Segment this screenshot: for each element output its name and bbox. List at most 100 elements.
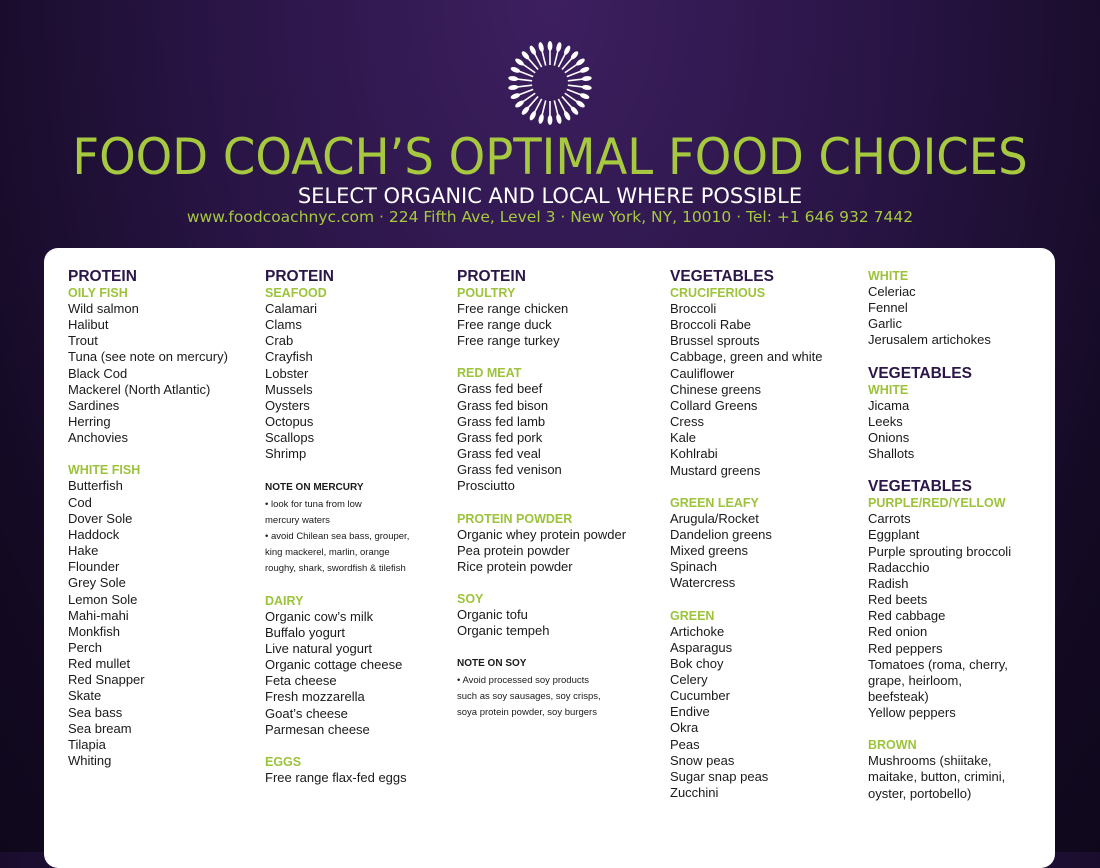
subcategory-heading: GREEN LEAFY bbox=[670, 495, 759, 510]
logo-utensil bbox=[547, 101, 553, 125]
food-item: Peas bbox=[670, 736, 700, 752]
food-item: Free range turkey bbox=[457, 333, 560, 349]
food-item: Red mullet bbox=[68, 656, 131, 672]
food-item: Herring bbox=[68, 414, 111, 430]
food-item: Skate bbox=[68, 688, 102, 704]
logo-utensil bbox=[529, 45, 543, 68]
food-item: Sugar snap peas bbox=[670, 768, 769, 784]
logo-utensil bbox=[567, 76, 592, 82]
subcategory-heading: SEAFOOD bbox=[265, 286, 327, 300]
logo-utensil bbox=[510, 67, 534, 78]
food-item: beefsteak) bbox=[868, 688, 929, 704]
food-item: Cod bbox=[68, 494, 92, 510]
food-item: Artichoke bbox=[670, 623, 725, 639]
food-item: Clams bbox=[265, 317, 302, 333]
food-item: Organic cow’s milk bbox=[265, 608, 374, 624]
section-gap bbox=[68, 446, 258, 462]
food-item: Red cabbage bbox=[868, 608, 946, 624]
food-item: Hake bbox=[68, 543, 99, 559]
subcategory-heading: POULTRY bbox=[457, 286, 516, 300]
section-gap bbox=[265, 463, 450, 479]
food-item: Endive bbox=[670, 704, 710, 720]
food-item: Mushrooms (shiitake, bbox=[868, 753, 992, 769]
logo-utensil bbox=[508, 76, 533, 82]
food-item: Fresh mozzarella bbox=[265, 689, 365, 705]
food-item: Kohlrabi bbox=[670, 446, 718, 462]
logo-utensil bbox=[564, 92, 585, 108]
category-heading: VEGETABLES bbox=[868, 478, 972, 496]
logo-utensil bbox=[521, 95, 539, 115]
note-line: mercury waters bbox=[265, 514, 330, 526]
logo-utensil bbox=[521, 51, 539, 71]
food-item: Perch bbox=[68, 639, 102, 655]
section-gap bbox=[868, 721, 1053, 737]
food-item: Broccoli bbox=[670, 301, 717, 316]
logo-utensil bbox=[510, 88, 534, 99]
column-1: PROTEIN OILY FISH Wild salmon Halibut Trout T… bbox=[68, 268, 258, 769]
food-item: Pea protein powder bbox=[457, 542, 570, 558]
column-4: VEGETABLES CRUCIFERIOUS Broccoli Broccoli R… bbox=[670, 268, 865, 801]
food-item: Radacchio bbox=[868, 559, 930, 575]
subcategory-heading: CRUCIFERIOUS bbox=[670, 286, 766, 300]
logo-utensil bbox=[538, 42, 547, 66]
logo-utensil bbox=[529, 98, 543, 121]
food-item: Grass fed beef bbox=[457, 381, 543, 397]
food-item: maitake, button, crimini, bbox=[868, 769, 1006, 785]
section-gap bbox=[457, 639, 662, 655]
food-item: Haddock bbox=[68, 526, 120, 542]
food-item: Radish bbox=[868, 575, 909, 591]
subcategory-heading: WHITE bbox=[868, 269, 909, 283]
logo-utensil bbox=[553, 100, 562, 124]
subcategory-heading: EGGS bbox=[265, 754, 302, 769]
food-item: Monkfish bbox=[68, 623, 121, 639]
subcategory-heading: PURPLE/RED/YELLOW bbox=[868, 496, 1006, 511]
food-item: Octopus bbox=[265, 414, 314, 430]
food-item: Shrimp bbox=[265, 446, 307, 462]
food-item: Red onion bbox=[868, 624, 928, 640]
food-item: Onions bbox=[868, 429, 910, 445]
food-item: Tuna (see note on mercury) bbox=[68, 349, 228, 365]
subcategory-heading: PROTEIN POWDER bbox=[457, 511, 573, 526]
note-line: roughy, shark, swordfish & tilefish bbox=[265, 562, 406, 574]
section-gap bbox=[868, 349, 1053, 365]
food-item: Crab bbox=[265, 333, 294, 349]
subcategory-heading: OILY FISH bbox=[68, 286, 128, 300]
logo-utensil bbox=[515, 58, 536, 74]
column-2: PROTEIN SEAFOOD Calamari Clams Crab Crayfish L… bbox=[265, 268, 450, 786]
logo-icon bbox=[508, 41, 592, 125]
note-line: • Avoid processed soy products bbox=[457, 675, 590, 687]
food-item: Prosciutto bbox=[457, 478, 515, 494]
logo-utensil bbox=[557, 98, 571, 121]
food-item: Asparagus bbox=[670, 639, 733, 655]
food-item: Kale bbox=[670, 430, 697, 446]
food-item: Brussel sprouts bbox=[670, 333, 760, 349]
food-item: Yellow peppers bbox=[868, 705, 956, 721]
logo-utensil bbox=[561, 95, 579, 115]
column-3: PROTEIN POULTRY Free range chicken Free ran… bbox=[457, 268, 662, 721]
section-gap bbox=[457, 495, 662, 511]
food-item: Organic cottage cheese bbox=[265, 657, 403, 673]
food-item: Grey Sole bbox=[68, 575, 126, 591]
section-gap bbox=[868, 462, 1053, 478]
food-item: Carrots bbox=[868, 511, 911, 527]
food-item: Grass fed lamb bbox=[457, 413, 546, 429]
section-gap bbox=[265, 577, 450, 593]
page-subtitle: SELECT ORGANIC AND LOCAL WHERE POSSIBLE bbox=[297, 184, 803, 208]
food-item: Parmesan cheese bbox=[265, 721, 370, 737]
food-item: Free range duck bbox=[457, 317, 552, 333]
food-item: Cress bbox=[670, 414, 704, 430]
logo-utensil bbox=[566, 88, 590, 99]
food-item: Free range chicken bbox=[457, 301, 569, 316]
food-item: Free range flax-fed eggs bbox=[265, 769, 407, 785]
food-item: Cabbage, green and white bbox=[670, 349, 823, 365]
logo-utensil bbox=[547, 41, 553, 65]
food-item: Celery bbox=[670, 671, 708, 687]
food-item: Calamari bbox=[265, 301, 318, 316]
food-item: Halibut bbox=[68, 317, 109, 333]
food-item: Fennel bbox=[868, 300, 908, 316]
logo-utensil bbox=[566, 67, 590, 78]
food-item: Grass fed bison bbox=[457, 397, 549, 413]
food-item: Snow peas bbox=[670, 752, 735, 768]
food-item: Shallots bbox=[868, 446, 915, 462]
food-item: Zucchini bbox=[670, 785, 719, 801]
